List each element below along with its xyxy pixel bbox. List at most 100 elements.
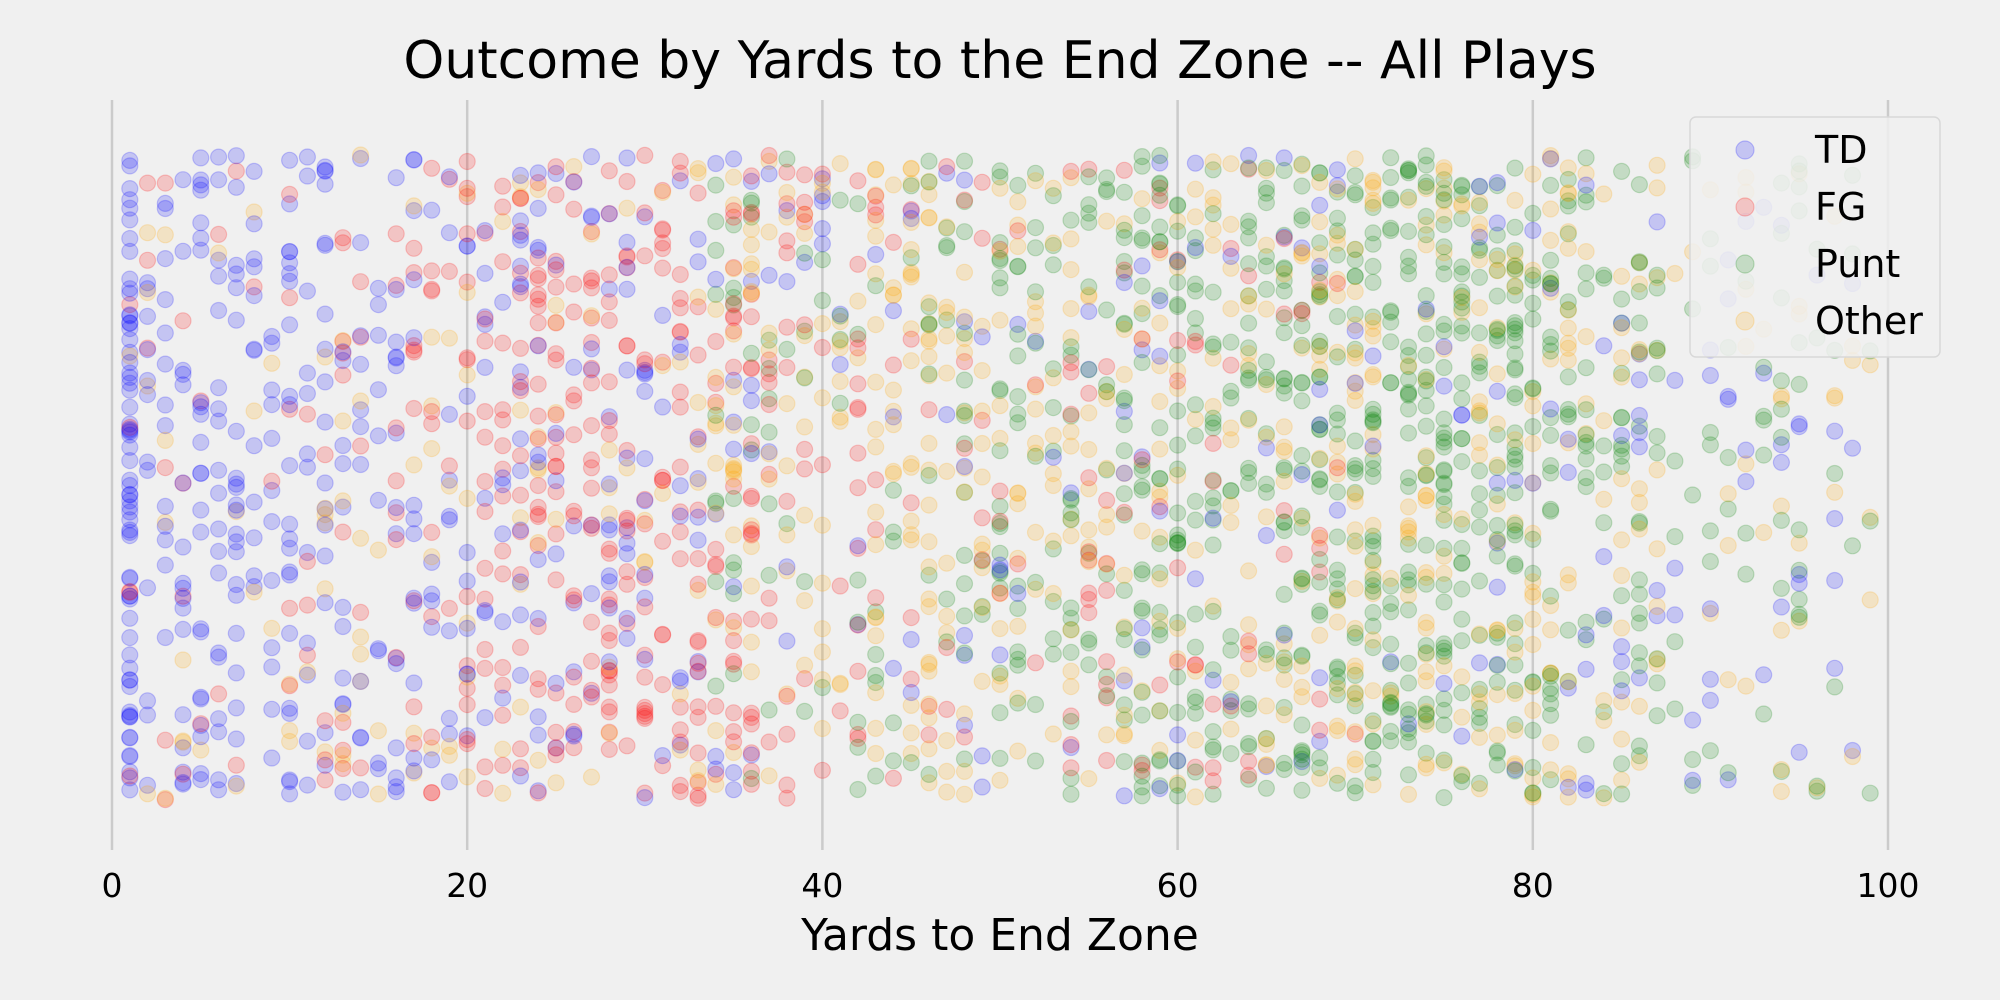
point-punt	[902, 177, 920, 195]
point-other	[1524, 610, 1542, 628]
point-other	[813, 671, 832, 689]
point-td	[1541, 279, 1560, 297]
point-other	[1097, 459, 1116, 477]
point-other	[938, 327, 956, 345]
point-punt	[1026, 447, 1045, 465]
point-td	[227, 178, 245, 196]
point-other	[689, 393, 707, 412]
point-fg	[494, 542, 512, 560]
point-td	[760, 165, 778, 183]
point-fg	[476, 224, 494, 242]
point-other	[920, 172, 938, 191]
point-punt	[1399, 720, 1418, 738]
point-fg	[529, 670, 547, 688]
point-td	[138, 579, 157, 597]
point-other	[1346, 657, 1364, 675]
point-other	[1293, 157, 1311, 175]
point-fg	[387, 225, 405, 243]
point-other	[1275, 418, 1293, 436]
point-td	[121, 590, 139, 608]
point-fg	[795, 205, 814, 223]
point-punt	[955, 371, 974, 389]
point-other	[813, 516, 832, 534]
point-td	[121, 270, 139, 288]
point-other	[955, 483, 974, 501]
point-punt	[1186, 229, 1205, 247]
point-td	[369, 754, 387, 772]
point-other	[1541, 200, 1560, 218]
point-punt	[1204, 335, 1222, 353]
point-other	[1186, 208, 1205, 226]
point-punt	[1435, 751, 1453, 769]
point-td	[1488, 578, 1506, 596]
point-other	[795, 506, 814, 524]
point-td	[192, 433, 210, 451]
point-other	[1648, 461, 1666, 479]
point-td	[565, 727, 583, 745]
point-td	[369, 491, 387, 509]
point-punt	[1453, 210, 1471, 228]
point-td	[210, 781, 228, 799]
point-punt	[1115, 264, 1133, 282]
point-fg	[724, 704, 743, 722]
point-other	[1346, 579, 1364, 598]
point-td	[245, 287, 263, 305]
point-td	[1026, 332, 1045, 350]
point-punt	[1648, 279, 1666, 297]
point-fg	[955, 439, 974, 457]
point-other	[831, 339, 849, 357]
point-punt	[1364, 537, 1382, 556]
point-other	[938, 783, 956, 801]
point-punt	[1346, 267, 1364, 285]
point-punt	[1470, 239, 1489, 257]
point-punt	[1577, 280, 1595, 298]
point-punt	[831, 307, 849, 325]
point-punt	[1311, 602, 1329, 620]
point-other	[529, 180, 547, 199]
point-punt	[1168, 668, 1187, 686]
point-punt	[1168, 273, 1187, 291]
point-fg	[334, 366, 352, 384]
point-fg	[689, 501, 707, 519]
point-punt	[1186, 693, 1205, 711]
point-other	[529, 751, 547, 769]
point-td	[1168, 726, 1187, 744]
point-td	[121, 151, 139, 169]
point-punt	[1435, 593, 1453, 611]
point-td	[387, 778, 405, 796]
point-other	[316, 743, 334, 761]
point-punt	[1382, 219, 1400, 237]
point-fg	[618, 441, 636, 460]
point-td	[227, 730, 245, 748]
point-punt	[1382, 635, 1400, 653]
point-td	[973, 328, 991, 346]
point-punt	[1151, 146, 1169, 165]
point-fg	[511, 740, 530, 758]
point-td	[689, 508, 707, 526]
point-punt	[991, 249, 1009, 268]
point-punt	[1577, 193, 1595, 211]
point-other	[991, 311, 1009, 329]
point-td	[511, 767, 530, 785]
point-td	[121, 747, 139, 766]
point-other	[902, 320, 920, 338]
point-td	[742, 376, 761, 394]
point-fg	[795, 440, 814, 458]
point-other	[920, 461, 938, 479]
point-td	[724, 578, 743, 596]
point-td	[369, 427, 387, 445]
point-punt	[1470, 626, 1489, 644]
point-other	[1346, 662, 1364, 680]
point-other	[1080, 552, 1098, 571]
point-other	[653, 357, 672, 375]
point-punt	[991, 497, 1009, 515]
point-fg	[600, 311, 618, 329]
point-td	[689, 663, 707, 681]
point-fg	[938, 638, 956, 657]
point-punt	[1488, 459, 1506, 477]
point-punt	[1488, 287, 1506, 305]
point-punt	[1364, 732, 1382, 751]
point-punt	[1506, 526, 1524, 544]
point-punt	[1488, 321, 1506, 340]
point-fg	[1186, 656, 1205, 674]
